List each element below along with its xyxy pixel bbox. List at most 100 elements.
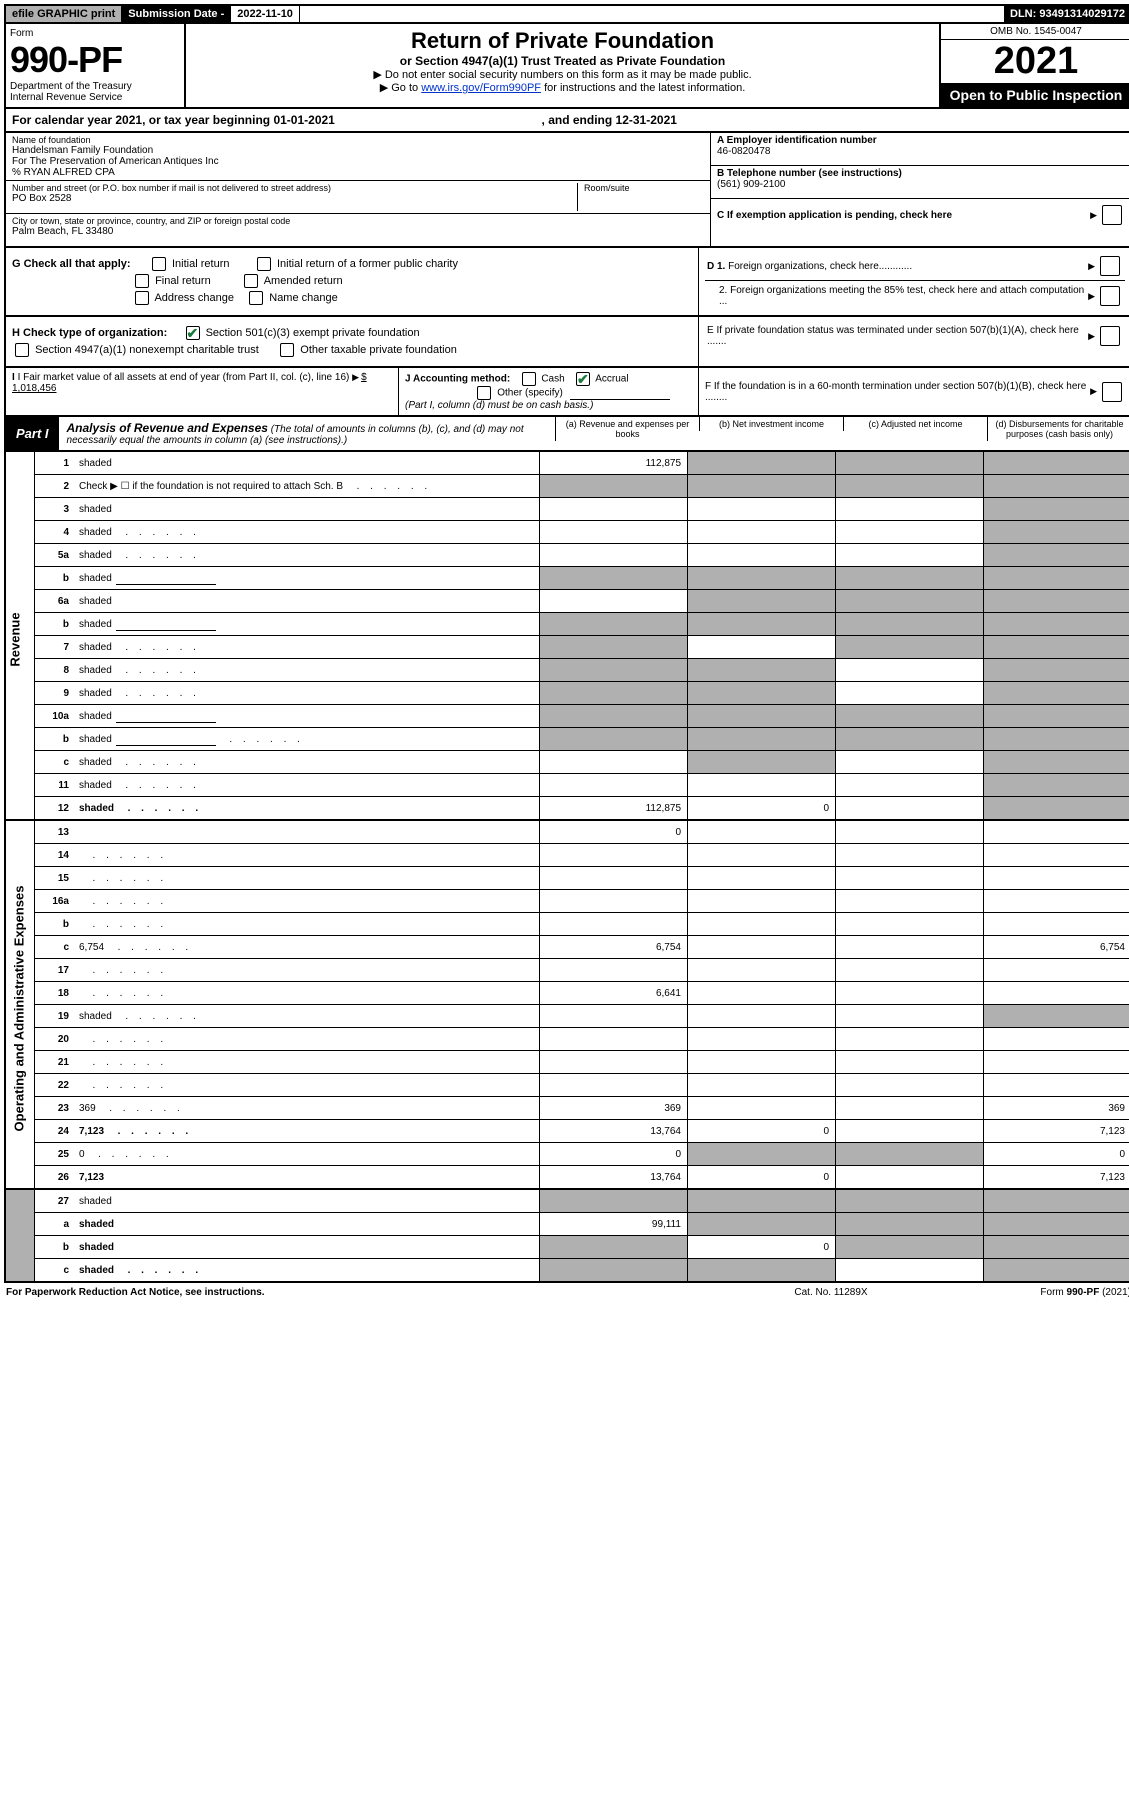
g2: Initial return of a former public charit… <box>277 258 458 270</box>
table-cell <box>835 797 983 819</box>
part1-label: Part I <box>6 417 59 450</box>
row-number: 24 <box>35 1120 75 1142</box>
table-cell <box>539 1236 687 1258</box>
table-cell <box>983 636 1129 658</box>
table-cell <box>687 590 835 612</box>
table-cell <box>835 1259 983 1281</box>
row-desc: shaded <box>75 1236 539 1258</box>
table-cell <box>835 682 983 704</box>
other-taxable-checkbox[interactable] <box>280 343 294 357</box>
table-cell <box>539 867 687 889</box>
amended-return-checkbox[interactable] <box>244 274 258 288</box>
accrual-checkbox[interactable] <box>576 372 590 386</box>
table-row: 10ashaded <box>35 705 1129 728</box>
table-cell <box>687 544 835 566</box>
check-section-1: G Check all that apply: Initial return I… <box>4 248 1129 317</box>
form990pf-link[interactable]: www.irs.gov/Form990PF <box>421 82 541 94</box>
instr2-pre: ▶ Go to <box>380 82 421 94</box>
table-cell: 0 <box>687 797 835 819</box>
row-number: 18 <box>35 982 75 1004</box>
table-row: c6,754 . . . . . .6,7546,754 <box>35 936 1129 959</box>
501c3-checkbox[interactable] <box>186 326 200 340</box>
table-cell <box>687 913 835 935</box>
row-desc: shaded . . . . . . <box>75 774 539 796</box>
table-cell <box>983 1028 1129 1050</box>
table-cell <box>835 890 983 912</box>
table-cell <box>983 475 1129 497</box>
table-cell <box>687 821 835 843</box>
table-cell <box>687 521 835 543</box>
revenue-side-label: Revenue <box>6 452 35 819</box>
table-cell <box>687 452 835 474</box>
table-cell <box>687 705 835 727</box>
table-row: bshaded <box>35 567 1129 590</box>
table-cell <box>983 797 1129 819</box>
table-cell <box>539 567 687 589</box>
table-cell <box>687 844 835 866</box>
initial-former-checkbox[interactable] <box>257 257 271 271</box>
table-cell <box>687 1051 835 1073</box>
table-cell <box>687 1097 835 1119</box>
phone-cell: B Telephone number (see instructions) (5… <box>711 166 1129 199</box>
table-cell <box>687 1143 835 1165</box>
f-checkbox[interactable] <box>1102 382 1122 402</box>
table-cell <box>835 774 983 796</box>
table-cell <box>539 544 687 566</box>
table-cell <box>539 705 687 727</box>
revenue-label: Revenue <box>8 612 23 666</box>
name-cell: Name of foundation Handelsman Family Fou… <box>6 133 710 181</box>
row-desc: shaded . . . . . . <box>75 1259 539 1281</box>
table-cell <box>983 867 1129 889</box>
col-d-header: (d) Disbursements for charitable purpose… <box>987 417 1129 441</box>
d1-checkbox[interactable] <box>1100 256 1120 276</box>
j2: Accrual <box>595 374 628 385</box>
table-row: 250 . . . . . .00 <box>35 1143 1129 1166</box>
table-row: 17 . . . . . . <box>35 959 1129 982</box>
table-cell <box>539 1074 687 1096</box>
table-row: 12shaded . . . . . .112,8750 <box>35 797 1129 819</box>
table-cell <box>835 844 983 866</box>
row-number: c <box>35 1259 75 1281</box>
header-center: Return of Private Foundation or Section … <box>186 24 939 107</box>
table-row: 8shaded . . . . . . <box>35 659 1129 682</box>
table-cell: 0 <box>687 1120 835 1142</box>
check-section-2: H Check type of organization: Section 50… <box>4 317 1129 368</box>
table-cell <box>687 936 835 958</box>
efile-button[interactable]: efile GRAPHIC print <box>6 6 122 22</box>
table-cell <box>983 590 1129 612</box>
foundation-name-2: For The Preservation of American Antique… <box>12 156 704 167</box>
table-row: cshaded . . . . . . <box>35 1259 1129 1281</box>
e-checkbox[interactable] <box>1100 326 1120 346</box>
row-desc: shaded <box>75 705 539 727</box>
exempt-checkbox[interactable] <box>1102 205 1122 225</box>
table-cell <box>835 1097 983 1119</box>
table-cell <box>835 1028 983 1050</box>
g-label: G Check all that apply: <box>12 258 131 270</box>
foundation-name-1: Handelsman Family Foundation <box>12 145 704 156</box>
table-row: b . . . . . . <box>35 913 1129 936</box>
table-cell <box>539 751 687 773</box>
table-cell <box>835 913 983 935</box>
final-return-checkbox[interactable] <box>135 274 149 288</box>
row-desc: shaded <box>75 1190 539 1212</box>
table-cell <box>687 1074 835 1096</box>
table-cell <box>983 613 1129 635</box>
table-cell <box>687 867 835 889</box>
ein: 46-0820478 <box>717 146 1125 157</box>
h2: Section 4947(a)(1) nonexempt charitable … <box>35 344 259 356</box>
table-cell <box>835 1213 983 1235</box>
table-row: bshaded0 <box>35 1236 1129 1259</box>
header-right: OMB No. 1545-0047 2021 Open to Public In… <box>939 24 1129 107</box>
other-method-checkbox[interactable] <box>477 386 491 400</box>
table-cell: 0 <box>539 1143 687 1165</box>
phone: (561) 909-2100 <box>717 179 1125 190</box>
d2-checkbox[interactable] <box>1100 286 1120 306</box>
form-subtitle: or Section 4947(a)(1) Trust Treated as P… <box>194 54 931 68</box>
name-label: Name of foundation <box>12 135 704 145</box>
4947a1-checkbox[interactable] <box>15 343 29 357</box>
cash-checkbox[interactable] <box>522 372 536 386</box>
table-cell <box>835 1166 983 1188</box>
initial-return-checkbox[interactable] <box>152 257 166 271</box>
name-change-checkbox[interactable] <box>249 291 263 305</box>
address-change-checkbox[interactable] <box>135 291 149 305</box>
